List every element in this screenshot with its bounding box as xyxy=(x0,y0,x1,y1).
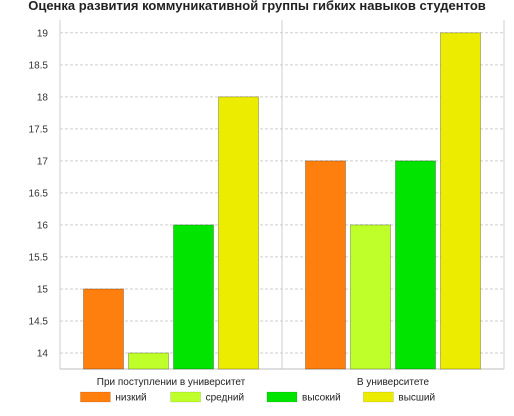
bar-высокий xyxy=(395,160,436,370)
x-category-label: При поступлении в университет xyxy=(97,377,246,388)
bar-средний xyxy=(350,224,391,370)
y-tick-label: 18.5 xyxy=(29,60,49,71)
y-tick-label: 15.5 xyxy=(29,252,49,263)
y-tick-label: 17 xyxy=(37,156,49,167)
grid-lines xyxy=(59,20,505,370)
legend-swatch-низкий xyxy=(80,391,111,403)
x-category-label: В университете xyxy=(357,377,430,388)
legend-swatch-высший xyxy=(363,391,394,403)
y-tick-label: 15 xyxy=(37,284,49,295)
y-tick-label: 18 xyxy=(37,92,49,103)
bar-низкий xyxy=(83,288,124,370)
y-tick-label: 14.5 xyxy=(29,316,49,327)
bar-высокий xyxy=(173,224,214,370)
bar-низкий xyxy=(305,160,346,370)
y-tick-label: 17.5 xyxy=(29,124,49,135)
y-tick-label: 14 xyxy=(37,348,49,359)
legend-label: средний xyxy=(206,393,244,404)
chart-title: Оценка развития коммуникативной группы г… xyxy=(28,0,486,13)
bar-высший xyxy=(218,96,259,370)
y-axis-ticks: 14 14.5 15 15.5 16 16.5 17 17.5 18 18.5 19 xyxy=(29,28,49,359)
legend-swatch-высокий xyxy=(266,391,298,403)
legend-label: высший xyxy=(398,393,435,404)
x-axis-labels: При поступлении в университет В университ… xyxy=(97,377,430,388)
y-tick-label: 19 xyxy=(37,28,49,39)
y-tick-label: 16.5 xyxy=(29,188,49,199)
legend-swatch-средний xyxy=(170,391,201,403)
legend: низкий средний высокий высший xyxy=(80,391,435,404)
y-tick-label: 16 xyxy=(37,220,49,231)
bar-средний xyxy=(128,352,169,370)
legend-label: высокий xyxy=(302,393,341,404)
bar-высший xyxy=(440,32,481,370)
bars xyxy=(83,32,481,370)
legend-label: низкий xyxy=(115,393,146,404)
